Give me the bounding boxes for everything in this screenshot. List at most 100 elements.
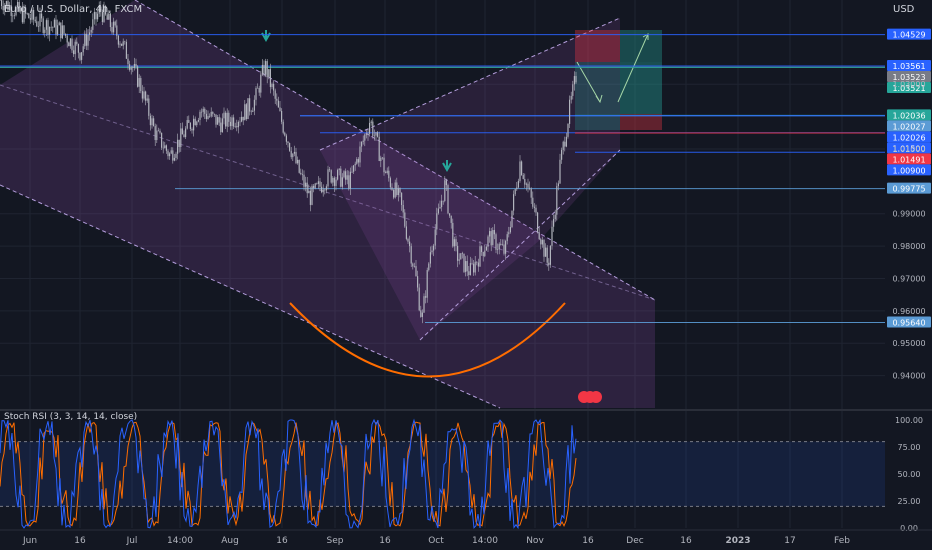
candle-body <box>533 206 535 208</box>
candle-body <box>301 174 303 175</box>
candle-body <box>90 29 92 33</box>
price-label: 0.95640 <box>892 319 925 328</box>
candle-body <box>167 150 169 157</box>
candle-body <box>156 130 158 141</box>
candle-body <box>170 150 172 154</box>
candle-body <box>309 190 311 205</box>
candle-body <box>333 177 335 186</box>
candle-body <box>447 185 449 214</box>
candle-body <box>165 145 167 151</box>
price-label: 0.99775 <box>892 185 925 194</box>
channel-lower-line <box>0 184 501 409</box>
candle-body <box>297 159 299 164</box>
candle-body <box>381 157 383 159</box>
candle-body <box>252 110 254 112</box>
candle-body <box>429 252 431 264</box>
candle-body <box>514 189 516 195</box>
candle-body <box>401 192 403 205</box>
time-axis[interactable]: Jun 16 Jul 14:00 Aug 16 Sep 16 Oct 14:00 Nov 16 Dec 1… <box>0 529 932 546</box>
candle-body <box>298 159 300 173</box>
candle-body <box>237 121 239 128</box>
candle-body <box>169 153 171 157</box>
candle-body <box>255 88 257 100</box>
candle-body <box>236 126 238 128</box>
candle-body <box>50 26 52 28</box>
candle-body <box>308 190 310 194</box>
candle-body <box>122 41 124 46</box>
time-tick-label: Nov <box>526 536 544 546</box>
candle-body <box>133 63 135 69</box>
candle-body <box>18 1 20 12</box>
candle-body <box>268 69 270 78</box>
candle-body <box>63 25 65 34</box>
candle-body <box>233 117 235 127</box>
candle-body <box>47 20 49 35</box>
target-zone-top <box>620 30 662 62</box>
price-tick-label: 0.98000 <box>892 242 925 251</box>
candle-body <box>244 104 246 121</box>
candle-body <box>389 178 391 188</box>
time-tick-label: Jul <box>126 536 138 546</box>
candle-body <box>316 183 318 185</box>
candle-body <box>44 29 46 33</box>
candle-body <box>193 118 195 131</box>
candle-body <box>553 219 555 227</box>
candle-body <box>365 134 367 136</box>
indicator-legend[interactable]: Stoch RSI (3, 3, 14, 14, close) <box>4 412 138 422</box>
stoch-tick-label: 100.00 <box>895 416 923 425</box>
projection-down-line <box>576 61 601 103</box>
candle-body <box>284 132 286 136</box>
time-tick-label: 16 <box>582 536 594 546</box>
arrow-head-up <box>642 33 649 40</box>
candle-body <box>324 189 326 191</box>
candle-body <box>556 186 558 215</box>
candle-body <box>469 263 471 276</box>
candle-body <box>545 247 547 257</box>
candle-body <box>500 243 502 245</box>
candle-body <box>89 32 91 35</box>
candle-body <box>338 168 340 171</box>
candle-body <box>418 287 420 311</box>
candle-body <box>113 21 115 33</box>
candle-body <box>303 174 305 187</box>
candle-body <box>138 78 140 87</box>
chart-title: Euro / U.S. Dollar, 4h, FXCM <box>4 4 143 15</box>
candle-body <box>282 121 284 133</box>
candle-body <box>407 238 409 242</box>
candle-body <box>522 175 524 179</box>
candle-body <box>245 104 247 120</box>
candle-body <box>65 33 67 36</box>
candle-body <box>220 122 222 133</box>
candle-body <box>281 110 283 122</box>
candle-body <box>377 132 379 137</box>
candle-body <box>557 183 559 187</box>
candle-body <box>108 13 110 20</box>
candle-body <box>2 6 4 11</box>
candle-body <box>266 61 268 78</box>
price-label-box <box>887 60 931 72</box>
candle-body <box>313 185 315 188</box>
target-zone <box>575 62 620 130</box>
candle-body <box>375 132 377 136</box>
time-tick-label: Sep <box>327 536 344 546</box>
candle-body <box>101 11 103 22</box>
candle-body <box>362 140 364 142</box>
candle-body <box>569 99 571 124</box>
candle-body <box>495 234 497 250</box>
candle-body <box>74 41 76 55</box>
candle-body <box>116 25 118 36</box>
candle-body <box>225 112 227 127</box>
candle-body <box>183 134 185 138</box>
price-tick-label: 0.95000 <box>892 339 925 348</box>
candle-body <box>186 120 188 129</box>
time-tick-label: 16 <box>276 536 288 546</box>
price-tick-label: 0.96000 <box>892 307 925 316</box>
candle-body <box>31 9 33 20</box>
candle-body <box>197 119 199 122</box>
candle-body <box>117 35 119 45</box>
price-axis[interactable]: 1.04529 1.03561 1.03523 1.03521 1.02036 1.020… <box>887 28 931 533</box>
candle-body <box>79 52 81 60</box>
price-label: 1.03521 <box>892 84 925 93</box>
candle-body <box>39 13 41 27</box>
